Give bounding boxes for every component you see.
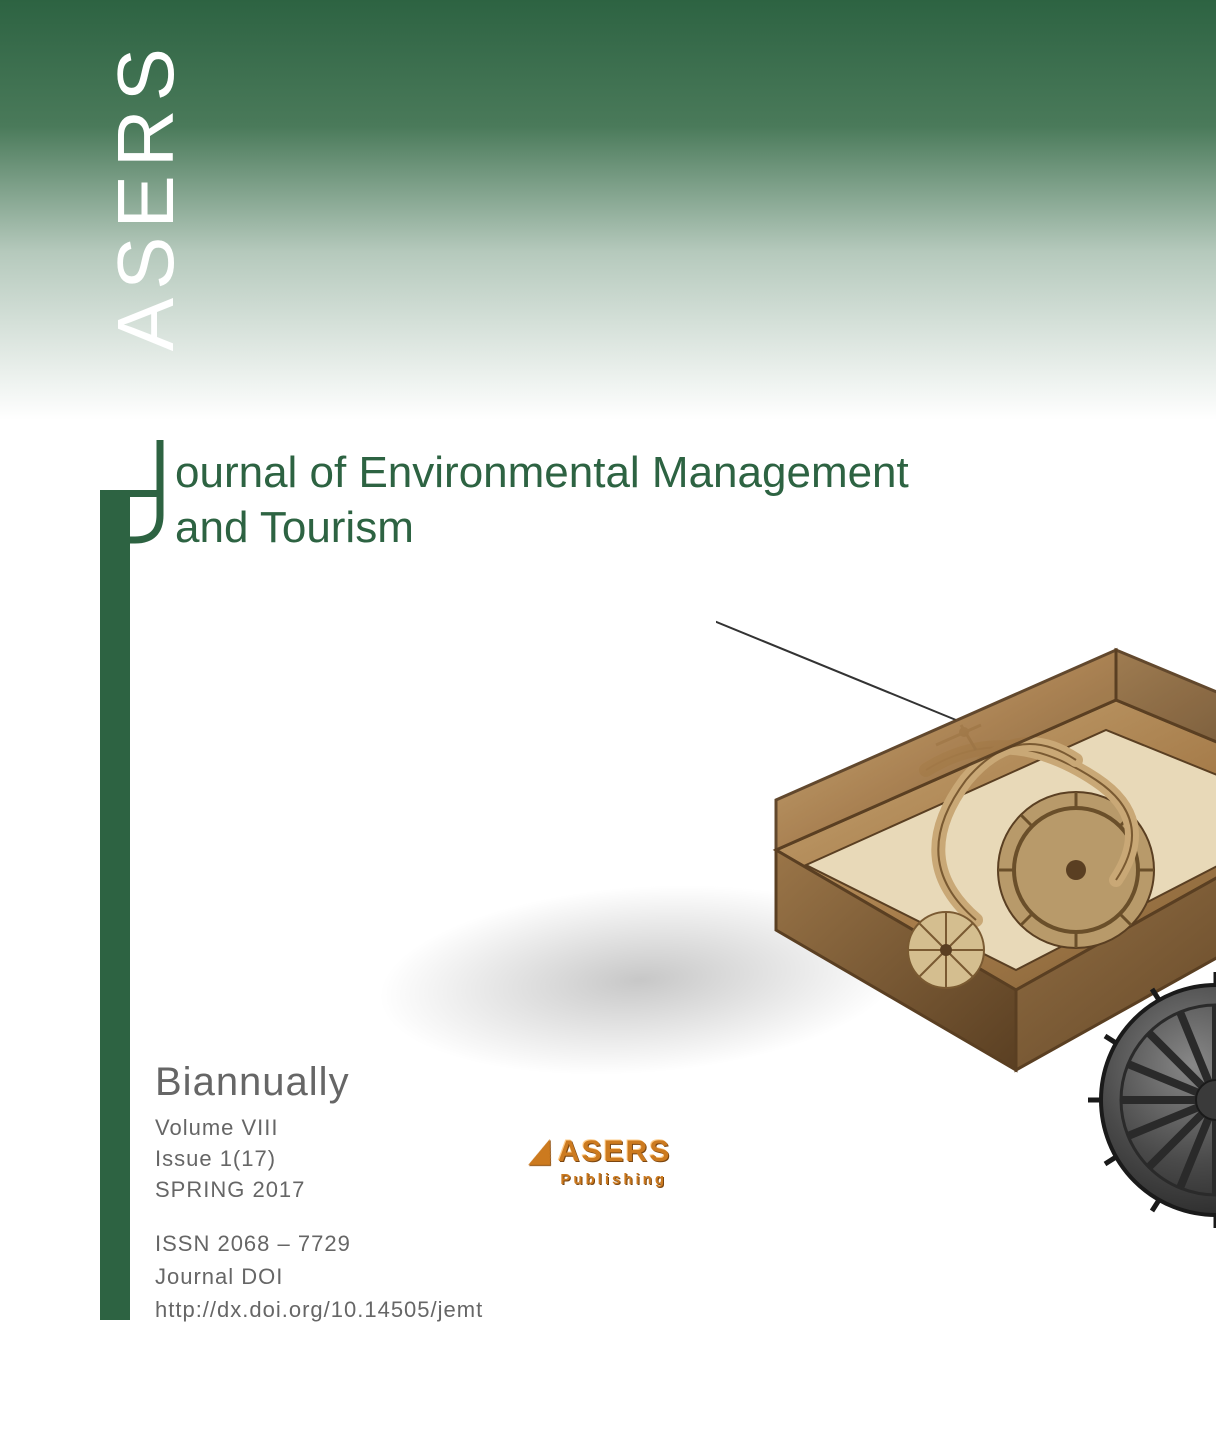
publisher-logo: ASERS Publishing [530, 1135, 671, 1188]
vertical-green-bar [100, 490, 130, 1320]
logo-subtitle: Publishing [560, 1171, 667, 1188]
title-line-2: and Tourism [175, 500, 909, 555]
volume-label: Volume VIII [155, 1113, 483, 1144]
doi-label: Journal DOI [155, 1260, 483, 1293]
issn-label: ISSN 2068 – 7729 [155, 1227, 483, 1260]
journal-title: ournal of Environmental Management and T… [175, 445, 909, 555]
title-line-1: ournal of Environmental Management [175, 445, 909, 500]
j-letter-hook [125, 440, 175, 550]
issue-label: Issue 1(17) [155, 1144, 483, 1175]
doi-url: http://dx.doi.org/10.14505/jemt [155, 1293, 483, 1326]
publisher-vertical-label: ASERS [100, 40, 192, 351]
davinci-cart-illustration [716, 560, 1216, 1280]
frequency-label: Biannually [155, 1060, 483, 1105]
logo-wedge-icon [528, 1139, 554, 1165]
issue-info-block: Biannually Volume VIII Issue 1(17) SPRIN… [155, 1060, 483, 1326]
logo-name: ASERS [558, 1135, 671, 1169]
season-label: SPRING 2017 [155, 1175, 483, 1206]
